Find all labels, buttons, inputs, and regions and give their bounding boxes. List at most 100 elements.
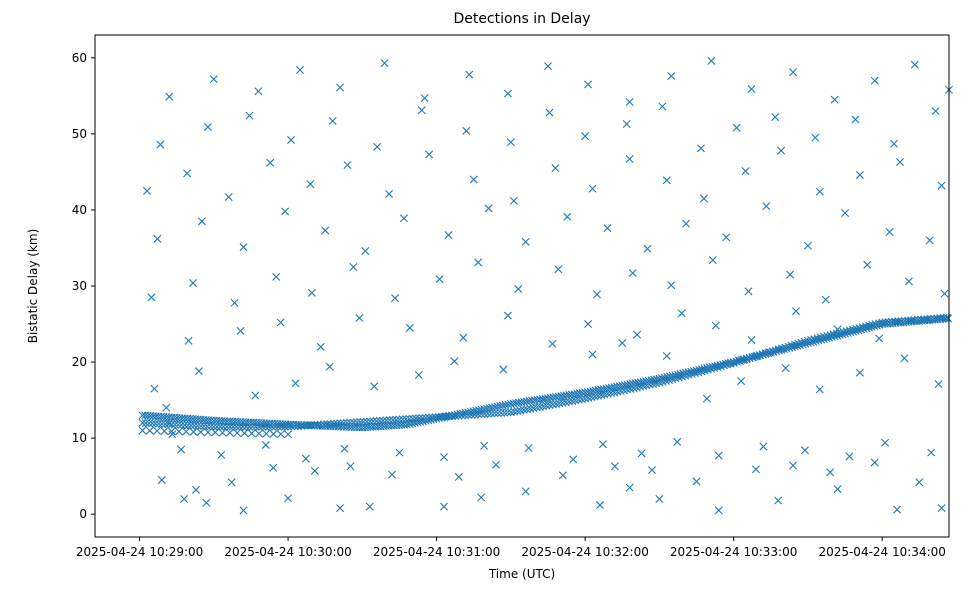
detection-point [919, 316, 928, 325]
detection-point [521, 487, 530, 496]
detection-point [272, 272, 281, 281]
detection-point [196, 428, 205, 437]
detection-point [326, 419, 335, 428]
detection-point [465, 70, 474, 79]
detection-point [622, 120, 631, 128]
x-axis-label: Time (UTC) [488, 567, 555, 581]
detection-point [154, 419, 163, 428]
detection-point [209, 75, 218, 84]
detection-point [434, 412, 443, 421]
detection-point [673, 437, 682, 446]
detection-point [251, 391, 260, 400]
detection-point [509, 196, 518, 205]
detection-point [904, 277, 913, 286]
detection-point [167, 427, 176, 436]
detection-point [183, 169, 192, 178]
detection-point [392, 415, 401, 424]
detection-point [937, 181, 946, 190]
detection-point [280, 422, 289, 431]
detection-point [156, 140, 165, 149]
detection-point [732, 123, 741, 132]
detection-point [187, 421, 196, 430]
detection-point [189, 278, 198, 287]
detection-point [224, 193, 233, 201]
detection-point [290, 422, 299, 431]
detection-point [569, 455, 578, 464]
detection-point [385, 189, 394, 198]
detection-point [751, 465, 760, 474]
detection-point [625, 97, 634, 106]
detection-point [222, 422, 231, 431]
detection-point [595, 501, 604, 510]
detection-point [269, 463, 278, 472]
y-tick-label: 50 [72, 127, 87, 141]
detection-point [193, 421, 202, 430]
detection-point [623, 385, 632, 394]
detection-point [264, 422, 273, 431]
detection-point [803, 241, 812, 250]
detection-point [233, 428, 242, 437]
chart-title: Detections in Delay [453, 11, 590, 27]
detection-point [372, 416, 381, 425]
detection-point [145, 426, 154, 435]
detection-point [240, 429, 249, 438]
plot-frame [94, 34, 950, 538]
y-tick-label: 10 [72, 431, 87, 445]
detection-point [548, 400, 557, 409]
detection-point [542, 401, 551, 410]
detection-point [904, 316, 913, 325]
y-tick-label: 60 [72, 51, 87, 65]
detection-point [301, 454, 310, 463]
detection-point [917, 315, 926, 324]
detection-point [594, 391, 603, 400]
detection-point [841, 208, 850, 217]
detection-point [849, 325, 858, 334]
detection-point [295, 65, 304, 74]
detection-point [343, 161, 352, 170]
detection-point [307, 288, 316, 297]
detection-point [506, 408, 515, 417]
detection-point [395, 448, 404, 457]
detection-point [340, 444, 349, 453]
detection-point [329, 419, 338, 428]
detection-point [618, 339, 627, 348]
detection-point [855, 368, 864, 377]
detection-point [200, 422, 209, 431]
detection-point [667, 72, 676, 81]
detection-point [545, 401, 554, 410]
detection-point [711, 321, 720, 330]
detection-point [182, 427, 191, 436]
detection-point [815, 385, 824, 394]
detection-point [380, 59, 389, 68]
detection-point [206, 422, 215, 431]
detection-point [447, 412, 456, 421]
detection-point [261, 440, 270, 449]
detection-point [254, 87, 263, 96]
detection-point [645, 380, 654, 389]
detection-point [202, 498, 211, 507]
detection-point [239, 506, 248, 515]
detection-point [425, 150, 434, 159]
detection-point [639, 382, 648, 391]
detection-point [862, 322, 871, 331]
detection-point [927, 448, 936, 457]
detection-point [287, 422, 296, 431]
detection-point [174, 427, 183, 436]
detection-point [266, 158, 275, 167]
detection-point [184, 336, 193, 345]
detection-point [722, 233, 731, 242]
detection-point [871, 320, 880, 329]
detection-point [438, 412, 447, 421]
detection-point [254, 429, 263, 438]
detection-point [362, 417, 371, 426]
detection-point [284, 430, 293, 439]
detection-point [408, 414, 417, 423]
detection-point [551, 164, 560, 173]
detection-point [359, 417, 368, 426]
detection-point [379, 416, 388, 425]
x-tick-label: 2025-04-24 10:29:00 [76, 545, 203, 559]
detection-point [910, 316, 919, 325]
detection-point [388, 415, 397, 424]
y-axis-label: Bistatic Delay (km) [26, 229, 40, 344]
